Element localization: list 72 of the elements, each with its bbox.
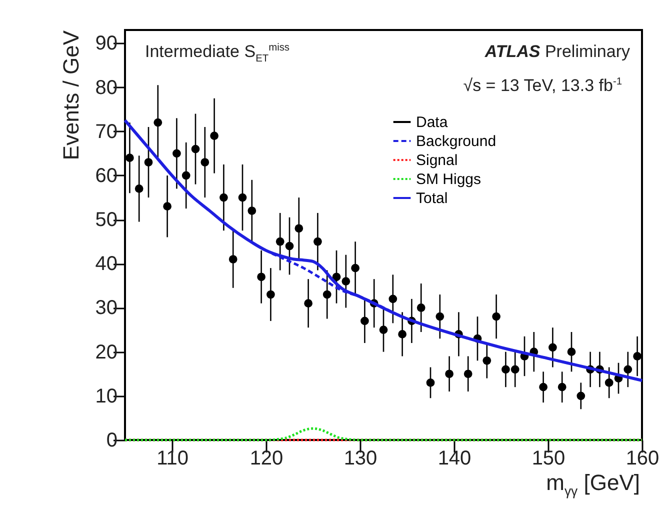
y-tick-label: 60 (95, 164, 118, 187)
y-tick-label: 0 (106, 430, 118, 452)
point (342, 277, 350, 286)
point (464, 370, 472, 378)
x-axis-title: m$_{γγ}$ [GeV] (546, 470, 640, 498)
y-tick-label: 90 (95, 32, 118, 55)
point (322, 290, 332, 299)
y-tick-label: 40 (95, 253, 118, 276)
legend-label: Data (416, 114, 448, 131)
point (445, 370, 454, 378)
point (426, 378, 435, 387)
y-tick-label: 10 (95, 385, 118, 408)
annotation: ATLAS Preliminary (484, 42, 630, 62)
point (314, 237, 322, 246)
point (567, 348, 576, 356)
point (200, 158, 210, 166)
point (163, 202, 172, 211)
point (248, 206, 256, 215)
point (154, 118, 162, 127)
point (126, 154, 134, 162)
point (360, 316, 369, 326)
y-axis-title: Events / GeV (58, 30, 84, 160)
point (182, 171, 190, 180)
x-tick-label: 140 (438, 448, 472, 470)
line-series (124, 427, 644, 442)
point (558, 382, 566, 392)
point (144, 158, 153, 166)
point (633, 352, 642, 360)
x-tick-label: 150 (532, 448, 566, 470)
point (351, 264, 360, 272)
y-tick-label: 80 (95, 76, 118, 99)
point (285, 242, 294, 250)
legend-label: Total (416, 190, 448, 207)
point (172, 149, 181, 158)
y-tick-label: 30 (95, 297, 118, 320)
point (210, 132, 218, 140)
x-tick-label: 110 (156, 448, 188, 470)
point (624, 365, 632, 374)
point (492, 312, 500, 321)
x-tick-label: 160 (626, 448, 660, 470)
point (388, 294, 398, 304)
point (510, 365, 520, 374)
legend-label: Signal (416, 152, 458, 169)
point (576, 392, 586, 400)
point (228, 255, 238, 264)
point (539, 382, 548, 392)
legend-label: SM Higgs (416, 171, 482, 188)
point (276, 237, 284, 246)
point (191, 144, 200, 154)
point (134, 184, 144, 193)
point (436, 312, 444, 321)
point (482, 356, 492, 365)
point (604, 378, 614, 387)
x-tick-label: 120 (250, 448, 284, 470)
y-tick-label: 70 (95, 120, 118, 143)
y-tick-label: 20 (95, 341, 118, 364)
point (266, 290, 275, 299)
y-tick-label: 50 (95, 209, 118, 232)
point (398, 330, 406, 338)
point (332, 272, 341, 282)
point (548, 343, 557, 352)
point (294, 224, 304, 233)
point (257, 272, 266, 282)
point (502, 365, 510, 374)
point (238, 193, 247, 202)
annotation: √s = 13 TeV, 13.3 fb$^{-1}$ (463, 76, 622, 96)
x-tick-label: 130 (344, 448, 378, 470)
point (379, 326, 388, 334)
legend-label: Background (416, 133, 496, 150)
point (304, 299, 312, 308)
point (416, 304, 426, 312)
point (220, 193, 228, 202)
